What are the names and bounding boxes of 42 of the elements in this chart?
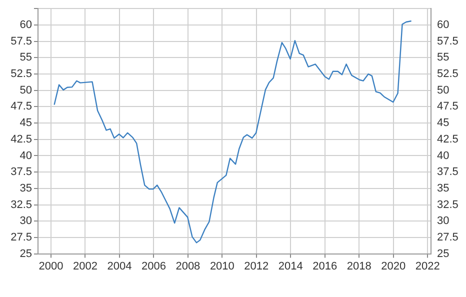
x-tick-label: 2020 (381, 260, 406, 272)
y2-tick-label: 35 (437, 182, 450, 194)
y2-tick-label: 45 (437, 117, 450, 130)
y2-tick-label: 55 (437, 52, 450, 64)
y2-tick-label: 37.5 (437, 166, 458, 178)
x-tick-label: 2002 (73, 260, 98, 272)
x-tick-label: 2004 (107, 260, 132, 272)
y2-tick-label: 57.5 (437, 35, 458, 48)
x-tick-label: 2006 (141, 260, 166, 272)
y2-tick-label: 42.5 (437, 133, 458, 146)
y-tick-label: 40 (20, 150, 32, 162)
x-tick-label: 2022 (415, 260, 440, 272)
y2-tick-label: 50 (437, 84, 450, 96)
y2-tick-label: 27.5 (437, 231, 458, 244)
x-tick-label: 2010 (210, 260, 234, 272)
y2-tick-label: 40 (437, 150, 450, 162)
y2-tick-label: 32.5 (437, 198, 458, 211)
x-tick-label: 2000 (38, 260, 64, 272)
y-tick-label: 52.5 (10, 68, 32, 80)
x-tick-label: 2014 (278, 260, 303, 272)
y-tick-label: 35 (20, 182, 32, 194)
y-tick-label: 45 (20, 117, 32, 130)
y-tick-label: 57.5 (10, 35, 32, 48)
x-tick-label: 2008 (176, 260, 200, 272)
y-tick-label: 42.5 (10, 133, 32, 146)
x-tick-label: 2018 (346, 260, 372, 272)
x-tick-label: 2012 (244, 260, 269, 272)
y-tick-label: 25 (20, 248, 32, 260)
y-tick-label: 37.5 (10, 166, 32, 178)
y-tick-label: 27.5 (10, 231, 32, 244)
y2-tick-label: 60 (437, 18, 450, 31)
y2-tick-label: 30 (437, 215, 450, 228)
y-tick-label: 50 (20, 84, 32, 96)
y-tick-label: 55 (20, 52, 32, 64)
y2-tick-label: 52.5 (437, 68, 458, 80)
y-tick-label: 60 (20, 18, 32, 31)
y-tick-label: 32.5 (10, 198, 32, 211)
x-tick-label: 2016 (312, 260, 338, 272)
y2-tick-label: 25 (437, 248, 450, 260)
y-tick-label: 47.5 (10, 100, 32, 113)
y-tick-label: 30 (20, 215, 32, 228)
y2-tick-label: 47.5 (437, 100, 458, 113)
